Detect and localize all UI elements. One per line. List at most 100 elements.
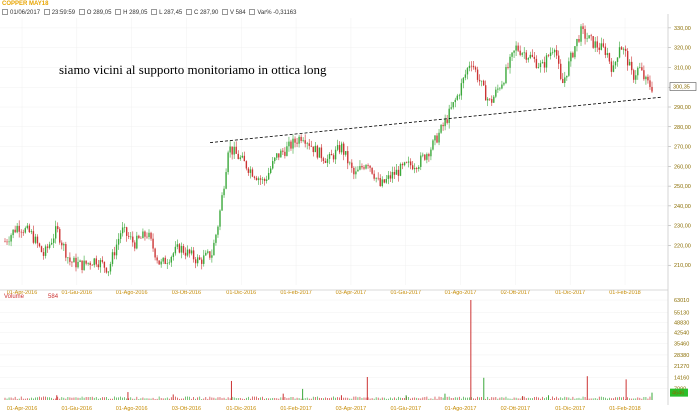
candle-body bbox=[509, 56, 511, 68]
candle-body bbox=[257, 178, 260, 181]
candle-body bbox=[138, 235, 140, 238]
candle-body bbox=[150, 232, 152, 239]
price-y-tick-label: 210,00 bbox=[674, 263, 691, 269]
candle-body bbox=[578, 38, 580, 42]
candle-body bbox=[182, 246, 185, 253]
candle-body bbox=[466, 68, 469, 75]
candle-body bbox=[178, 244, 181, 253]
candle-body bbox=[422, 154, 424, 156]
price-y-tick-label: 320,00 bbox=[674, 46, 691, 52]
candle-body bbox=[109, 263, 112, 272]
candle-body bbox=[44, 246, 47, 256]
candle-body bbox=[584, 29, 586, 39]
volume-x-tick-label: 01-Dic-2016 bbox=[226, 406, 256, 412]
candle-body bbox=[604, 46, 607, 55]
candle-body bbox=[101, 260, 104, 262]
candle-body bbox=[67, 257, 69, 259]
candle-body bbox=[134, 242, 136, 249]
volume-x-tick-label: 01-Feb-2017 bbox=[280, 406, 312, 412]
candle-body bbox=[608, 53, 611, 62]
candle-body bbox=[59, 229, 61, 243]
candle-body bbox=[503, 83, 505, 85]
time-value: 23:59:59 bbox=[51, 9, 76, 16]
price-x-tick-label: 03-Apr-2017 bbox=[336, 290, 367, 296]
candle-body bbox=[144, 231, 146, 237]
candle-body bbox=[186, 249, 189, 256]
candle-body bbox=[460, 83, 463, 96]
price-x-tick-label: 01-Giu-2017 bbox=[390, 290, 421, 296]
candle-body bbox=[391, 172, 394, 179]
candle-body bbox=[61, 242, 63, 246]
candle-body bbox=[501, 84, 503, 89]
candle-body bbox=[156, 257, 158, 261]
price-x-tick-label: 01-Apr-2016 bbox=[7, 290, 38, 296]
candle-body bbox=[158, 260, 160, 265]
candle-body bbox=[324, 161, 327, 163]
candle-body bbox=[81, 260, 83, 271]
candle-body bbox=[225, 172, 227, 189]
candle-body bbox=[302, 140, 304, 141]
candle-body bbox=[241, 155, 244, 158]
last-price-box bbox=[669, 82, 697, 91]
price-y-tick-label: 220,00 bbox=[674, 243, 691, 249]
var-value: Var% -0,31163 bbox=[257, 9, 297, 16]
candle-body bbox=[620, 47, 623, 50]
volume-x-tick-label: 03-Apr-2017 bbox=[336, 406, 367, 412]
candle-body bbox=[511, 52, 513, 57]
candle-body bbox=[353, 167, 355, 175]
candle-body bbox=[458, 95, 461, 97]
candle-body bbox=[525, 52, 527, 60]
candle-body bbox=[259, 178, 262, 180]
candle-body bbox=[140, 237, 142, 239]
candle-body bbox=[446, 119, 448, 123]
candle-body bbox=[363, 167, 365, 169]
candle-body bbox=[588, 35, 590, 39]
candle-body bbox=[154, 248, 156, 258]
candle-body bbox=[438, 132, 440, 143]
candle-body bbox=[188, 249, 191, 254]
candle-body bbox=[533, 56, 536, 59]
price-x-tick-label: 01-Dic-2017 bbox=[555, 290, 585, 296]
candle-body bbox=[373, 173, 375, 179]
candle-body bbox=[314, 145, 317, 153]
candle-body bbox=[639, 67, 641, 68]
candle-body bbox=[119, 233, 122, 239]
date-value: 01/06/2017 bbox=[10, 9, 41, 16]
candle-body bbox=[320, 147, 323, 159]
candle-body bbox=[361, 166, 363, 168]
candle-body bbox=[507, 67, 509, 68]
candle-body bbox=[274, 157, 276, 162]
candle-body bbox=[590, 35, 592, 37]
candle-body bbox=[343, 143, 345, 155]
candle-body bbox=[117, 238, 120, 245]
candle-body bbox=[347, 151, 349, 164]
price-y-tick-label: 290,00 bbox=[674, 105, 691, 111]
volume-x-tick-label: 01-Giu-2017 bbox=[390, 406, 421, 412]
candle-body bbox=[598, 47, 600, 50]
candle-body bbox=[111, 252, 114, 264]
price-x-tick-label: 01-Feb-2018 bbox=[609, 290, 641, 296]
candle-body bbox=[40, 246, 43, 253]
volume-y-tick-label: 35460 bbox=[674, 342, 689, 348]
low-icon bbox=[151, 9, 158, 15]
candle-body bbox=[434, 135, 436, 141]
candle-body bbox=[32, 231, 35, 243]
candle-body bbox=[284, 151, 286, 156]
candle-body bbox=[26, 225, 29, 229]
candle-body bbox=[160, 261, 162, 265]
volume-x-tick-label: 01-Ago-2016 bbox=[116, 406, 148, 412]
candle-body bbox=[115, 244, 118, 256]
candle-body bbox=[637, 67, 639, 76]
candle-body bbox=[107, 271, 110, 273]
candle-body bbox=[375, 177, 377, 179]
candle-body bbox=[359, 166, 361, 170]
candle-body bbox=[574, 46, 576, 58]
candle-body bbox=[474, 67, 477, 70]
candle-body bbox=[132, 236, 134, 243]
candle-body bbox=[130, 236, 132, 238]
candle-body bbox=[330, 153, 333, 156]
chart-annotation: siamo vicini al supporto monitoriamo in … bbox=[59, 62, 327, 77]
candle-body bbox=[478, 79, 481, 82]
candle-body bbox=[367, 165, 369, 166]
candle-body bbox=[389, 175, 392, 179]
